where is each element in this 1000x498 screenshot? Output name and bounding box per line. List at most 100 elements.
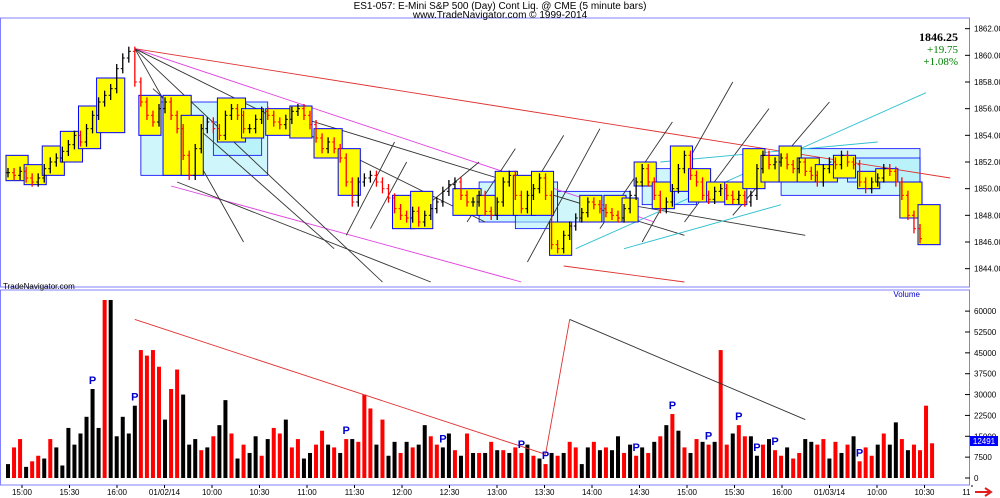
volume-bar — [833, 441, 838, 478]
range-box — [899, 181, 923, 219]
price-bar — [640, 164, 645, 187]
time-tick-label: 10:00 — [867, 488, 888, 497]
volume-bar — [416, 444, 421, 478]
volume-bar — [525, 444, 530, 478]
volume-marker: P — [705, 431, 712, 443]
volume-bar — [386, 455, 391, 478]
volume-bar — [622, 452, 627, 478]
volume-bar — [446, 433, 451, 478]
price-bar — [24, 166, 29, 183]
price-bar — [247, 124, 252, 134]
volume-tick-label: 45000 — [974, 349, 997, 358]
volume-marker: P — [542, 450, 549, 462]
volume-bar — [175, 369, 180, 478]
volume-tick-label: 60000 — [974, 307, 997, 316]
price-bar — [857, 160, 862, 187]
price-bar — [132, 46, 137, 87]
price-bar — [338, 144, 343, 163]
last-volume-badge: 12491 — [970, 436, 998, 446]
price-bar — [138, 77, 143, 107]
volume-bar — [537, 458, 542, 478]
time-tick-label: 10:00 — [202, 488, 223, 497]
volume-bar — [440, 447, 445, 478]
price-bar — [66, 140, 71, 156]
price-bar — [519, 190, 524, 214]
volume-bar — [905, 450, 910, 478]
volume-bar — [924, 405, 929, 478]
range-box — [549, 221, 573, 256]
price-bar — [181, 124, 186, 160]
price-bar — [839, 150, 844, 170]
volume-bar — [489, 441, 494, 478]
scroll-arrow[interactable] — [970, 487, 998, 497]
time-tick-label: 12:30 — [439, 488, 460, 497]
price-bar — [833, 157, 838, 170]
volume-bar — [507, 452, 512, 478]
volume-bar — [519, 452, 524, 478]
price-tick-label: 1860.00 — [974, 51, 1000, 60]
volume-marker: P — [856, 447, 863, 459]
volume-bar — [616, 436, 621, 478]
time-tick-label: 16:00 — [107, 488, 128, 497]
price-bar — [706, 190, 711, 204]
volume-bar — [803, 439, 808, 478]
price-bar — [773, 157, 778, 170]
volume-bar — [869, 455, 874, 478]
price-bar — [585, 197, 590, 218]
price-bar — [332, 137, 337, 154]
volume-bar — [271, 427, 276, 478]
quote-change: +19.75 — [927, 44, 958, 56]
time-tick-label: 15:00 — [677, 488, 698, 497]
price-bar — [295, 104, 300, 116]
price-bar — [754, 164, 759, 200]
volume-bar — [156, 366, 161, 478]
volume-bar — [676, 430, 681, 478]
volume-bar — [108, 300, 113, 478]
price-bar — [36, 173, 41, 187]
price-bar — [609, 208, 614, 220]
volume-bar — [827, 458, 832, 478]
volume-bar — [428, 436, 433, 478]
volume-bar — [24, 466, 29, 478]
price-bar — [120, 53, 125, 74]
price-bar — [169, 97, 174, 120]
price-bar — [712, 186, 717, 204]
volume-bar — [881, 433, 886, 478]
volume-marker: P — [343, 425, 350, 437]
volume-tick-label: 30000 — [974, 391, 997, 400]
volume-bar — [18, 439, 23, 478]
volume-panel-label: Volume — [893, 290, 920, 299]
price-bar — [314, 120, 319, 143]
volume-bar — [295, 439, 300, 478]
volume-bar — [543, 464, 548, 478]
volume-marker: P — [439, 433, 446, 445]
volume-bar — [48, 439, 53, 478]
price-tick-label: 1846.00 — [974, 238, 1000, 247]
range-box — [410, 190, 434, 230]
volume-bar — [277, 433, 282, 478]
price-bar — [785, 153, 790, 170]
volume-bar — [549, 452, 554, 478]
price-bar — [386, 184, 391, 203]
price-bar — [531, 184, 536, 200]
price-bar — [368, 170, 373, 183]
volume-bar — [241, 444, 246, 478]
volume-tick-label: 37500 — [974, 370, 997, 379]
volume-bar — [851, 436, 856, 478]
price-bar — [730, 190, 735, 204]
price-bar — [489, 206, 494, 220]
volume-bar — [163, 419, 168, 478]
price-trendline — [611, 201, 806, 236]
price-bar — [700, 177, 705, 200]
price-bar — [150, 110, 155, 127]
volume-bar — [223, 400, 228, 478]
price-trendline — [134, 48, 655, 223]
volume-bar — [187, 444, 192, 478]
price-bar — [12, 168, 17, 180]
volume-bar — [561, 452, 566, 478]
volume-bar — [609, 450, 614, 478]
volume-tick-label: 0 — [974, 474, 979, 483]
price-bar — [827, 157, 832, 174]
volume-bar — [229, 433, 234, 478]
volume-bar — [332, 447, 337, 478]
